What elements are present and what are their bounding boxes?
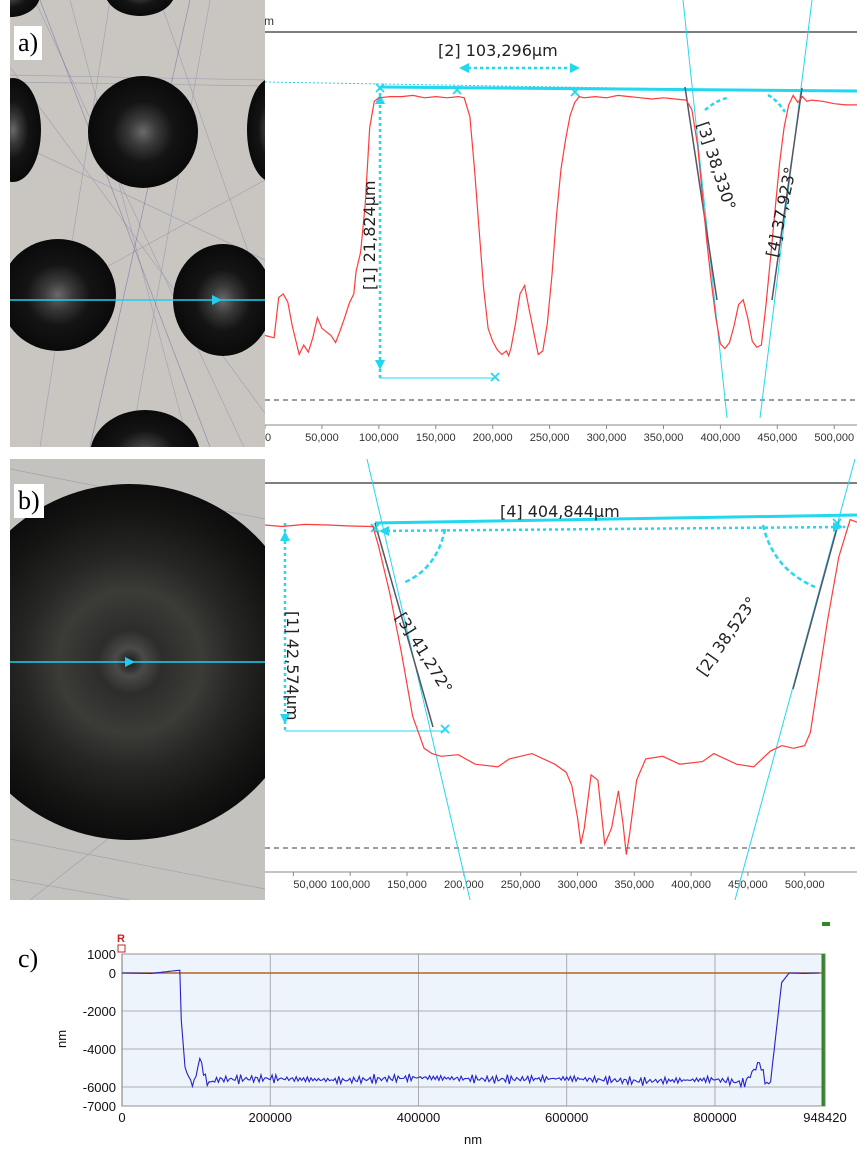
x-tick-label: 50,000 [293,879,327,891]
unit-fragment: m [265,14,274,28]
marker-label: R [117,933,125,945]
y-tick-label: -6000 [83,1080,116,1095]
x-tick-label: 400,000 [671,879,711,891]
x-tick-label: 150,000 [387,879,427,891]
y-tick-label: 1000 [87,947,116,962]
y-axis-label: nm [54,1030,69,1048]
y-tick-label: -2000 [83,1004,116,1019]
micrograph-a [10,0,265,447]
pit [88,76,198,188]
x-tick-label: 350,000 [614,879,654,891]
series-line [265,94,857,358]
x-tick-label: 450,000 [757,432,797,444]
x-tick-label: 600000 [545,1110,588,1125]
profile-chart-a: m 0 50,000 100,000 150,000 200,000 250,000 300… [265,0,857,444]
pit [10,239,116,351]
series-line [265,518,857,855]
x-tick-label: 400,000 [701,432,741,444]
x-axis-label: nm [464,1132,482,1147]
annotation-label: [2] 103,296µm [438,41,558,60]
annotation-label: [4] 37,923° [762,165,800,259]
pit [10,0,40,17]
x-tick-label: 100,000 [359,432,399,444]
y-tick-label: -7000 [83,1099,116,1114]
profile-chart-b: 50,000 100,000 150,000 200,000 250,000 300,00… [265,459,857,900]
x-tick-label: 450,000 [728,879,768,891]
pit [90,410,200,447]
x-tick-label: 100,000 [330,879,370,891]
x-tick-label: 200000 [249,1110,292,1125]
y-tick-label: 0 [109,966,116,981]
x-tick-label: 0 [118,1110,125,1125]
scan-arrow-icon [125,657,135,667]
x-tick-label: 0 [265,432,271,444]
annotation-label: [1] 21,824µm [360,181,379,291]
pit [247,80,265,180]
y-tick-label: -4000 [83,1042,116,1057]
x-tick-label: 350,000 [644,432,684,444]
x-tick-label: 200,000 [473,432,513,444]
x-tick-label: 250,000 [530,432,570,444]
x-tick-label: 400000 [397,1110,440,1125]
x-tick-label: 50,000 [305,432,339,444]
profile-chart-c: R 0 200000 400000 600000 800000 948420 1000 0 -2… [54,922,847,1147]
scan-arrow-icon [212,295,222,305]
x-tick-label: 250,000 [501,879,541,891]
annotation-label: [4] 404,844µm [500,502,620,521]
x-tick-label: 500,000 [814,432,854,444]
x-tick-label: 300,000 [558,879,598,891]
annotation-label: [1] 42,574µm [283,611,302,721]
x-tick-label: 800000 [693,1110,736,1125]
panel-label-a: a) [14,26,43,60]
panel-label-b: b) [14,484,44,518]
pit [10,78,41,182]
x-tick-label: 200,000 [444,879,484,891]
annotation-label: [2] 38,523° [693,593,761,679]
x-tick-label: 300,000 [587,432,627,444]
panel-label-c: c) [14,942,43,976]
pit [107,0,173,16]
micrograph-b [10,459,265,900]
series-line [122,969,819,1089]
x-tick-label: 500,000 [785,879,825,891]
x-tick-label: 150,000 [416,432,456,444]
x-tick-label: 948420 [803,1110,846,1125]
